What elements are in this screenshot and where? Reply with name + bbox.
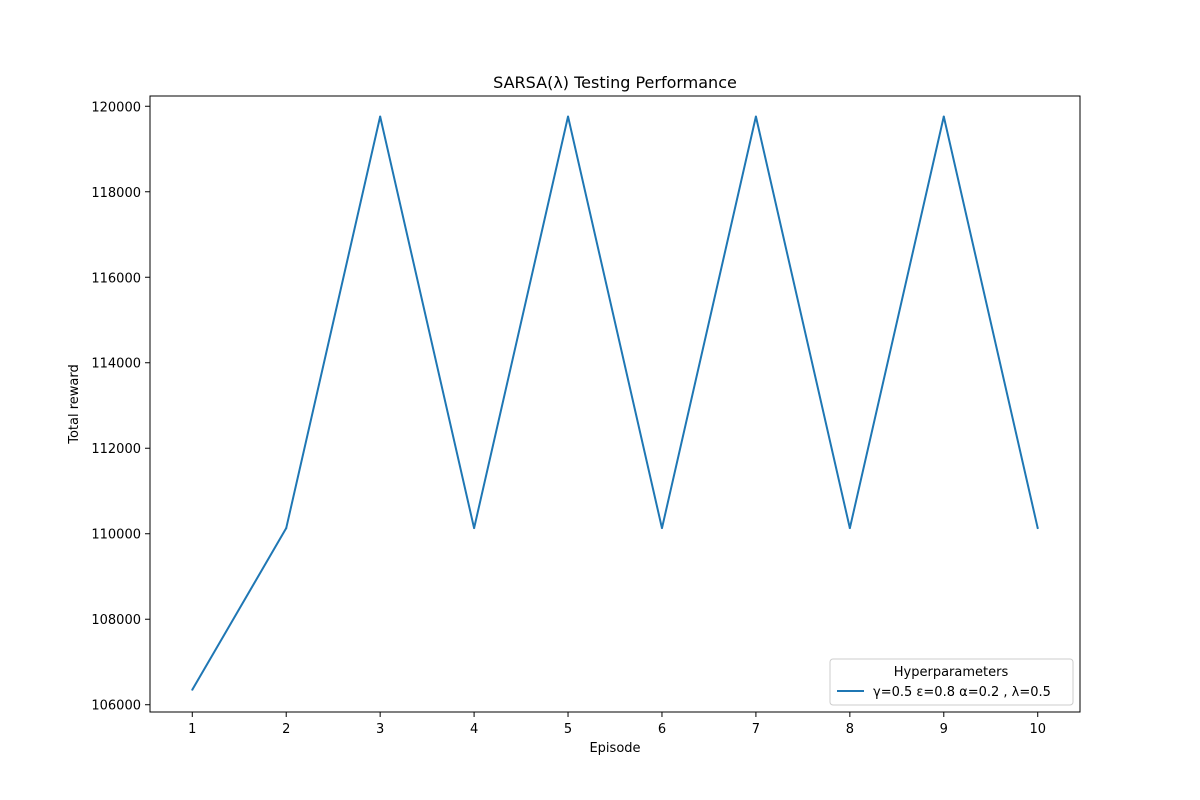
x-tick-label: 8 (846, 722, 854, 737)
data-point (285, 527, 288, 530)
x-tick-label: 9 (940, 722, 948, 737)
y-axis: 106000 108000 110000 112000 114000 116000 1180… (91, 100, 150, 714)
x-tick-label: 4 (470, 722, 478, 737)
data-point (754, 115, 757, 118)
x-tick-label: 7 (752, 722, 760, 737)
x-tick-label: 5 (564, 722, 572, 737)
x-axis-title: Episode (589, 741, 640, 756)
data-point (942, 115, 945, 118)
data-point (567, 115, 570, 118)
data-point (473, 527, 476, 530)
data-point (660, 527, 663, 530)
data-point (379, 115, 382, 118)
x-tick-label: 6 (658, 722, 666, 737)
chart-title: SARSA(λ) Testing Performance (493, 73, 737, 92)
legend-entry-label: γ=0.5 ε=0.8 α=0.2 , λ=0.5 (873, 685, 1051, 700)
y-tick-label: 116000 (91, 271, 141, 286)
x-axis: 1 2 3 4 5 6 7 8 9 10 (188, 712, 1046, 737)
data-point (848, 527, 851, 530)
x-tick-label: 10 (1029, 722, 1046, 737)
legend-box (829, 658, 1074, 706)
data-point (1036, 527, 1039, 530)
y-tick-label: 120000 (91, 100, 141, 115)
x-tick-label: 1 (188, 722, 196, 737)
y-tick-label: 108000 (91, 613, 141, 628)
data-point (191, 688, 194, 691)
y-tick-label: 118000 (91, 186, 141, 201)
plot-area (191, 115, 1039, 691)
y-tick-label: 112000 (91, 442, 141, 457)
legend-title: Hyperparameters (894, 665, 1009, 680)
x-tick-label: 2 (282, 722, 290, 737)
y-tick-label: 114000 (91, 357, 141, 372)
y-tick-label: 106000 (91, 699, 141, 714)
legend: Hyperparameters γ=0.5 ε=0.8 α=0.2 , λ=0.… (829, 658, 1074, 706)
plot-frame (149, 95, 1081, 713)
x-tick-label: 3 (376, 722, 384, 737)
series-line (191, 116, 1039, 691)
y-tick-label: 110000 (91, 528, 141, 543)
y-axis-title: Total reward (67, 364, 82, 445)
